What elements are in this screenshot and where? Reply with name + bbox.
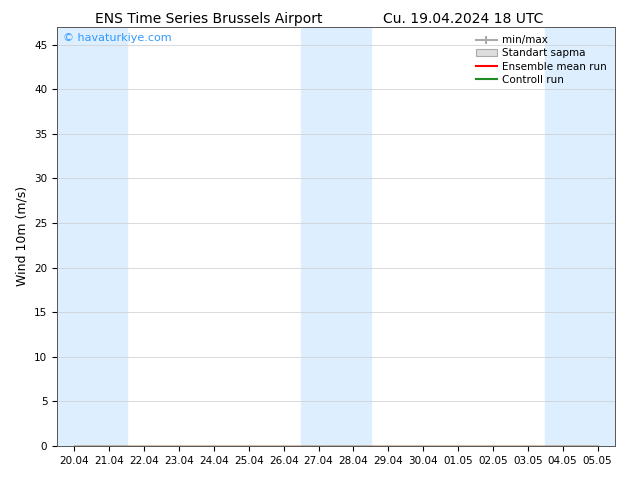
Text: © havaturkiye.com: © havaturkiye.com [63,33,171,43]
Bar [301,27,371,446]
Legend: min/max, Standart sapma, Ensemble mean run, Controll run: min/max, Standart sapma, Ensemble mean r… [473,32,610,88]
Text: Cu. 19.04.2024 18 UTC: Cu. 19.04.2024 18 UTC [383,12,543,26]
Bar [57,27,127,446]
Y-axis label: Wind 10m (m/s): Wind 10m (m/s) [15,186,29,287]
Text: ENS Time Series Brussels Airport: ENS Time Series Brussels Airport [96,12,323,26]
Bar [545,27,615,446]
